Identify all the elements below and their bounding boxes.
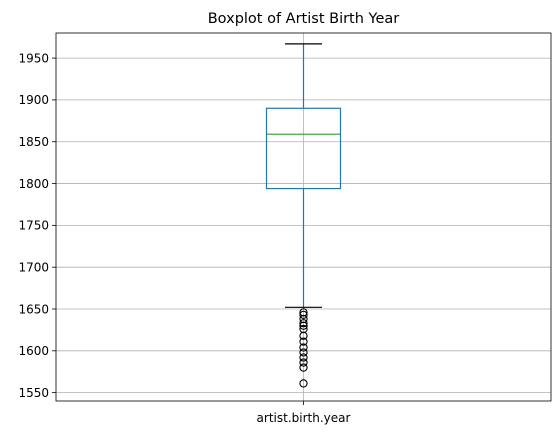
y-tick-label: 1750: [18, 219, 49, 233]
y-axis: 1550 1600 1650 1700 1750 1800 1850 1900 1950: [18, 51, 56, 400]
y-tick-label: 1550: [18, 386, 49, 400]
outlier-point: [299, 348, 308, 357]
outlier-point: [299, 343, 308, 352]
x-tick-label: artist.birth.year: [257, 411, 351, 425]
outlier-point: [299, 319, 308, 328]
y-tick-label: 1900: [18, 93, 49, 107]
outlier-point: [299, 324, 308, 334]
outlier-point: [299, 358, 308, 367]
outlier-point: [299, 379, 308, 388]
outlier-point: [299, 337, 308, 346]
y-tick-label: 1800: [18, 177, 49, 191]
outlier-point: [299, 308, 308, 317]
y-tick-label: 1700: [18, 260, 49, 274]
box-iqr: [265, 107, 342, 190]
outlier-point: [299, 310, 308, 320]
y-tick-label: 1850: [18, 135, 49, 149]
y-tick-label: 1950: [18, 51, 49, 65]
outlier-point: [299, 353, 308, 362]
x-axis: artist.birth.year: [257, 401, 351, 425]
chart-title: Boxplot of Artist Birth Year: [208, 11, 400, 27]
y-tick-label: 1650: [18, 302, 49, 316]
plot-frame: [55, 32, 552, 402]
outlier-point: [299, 363, 308, 372]
plot-area: [265, 43, 342, 388]
y-tick-label: 1600: [18, 344, 49, 358]
